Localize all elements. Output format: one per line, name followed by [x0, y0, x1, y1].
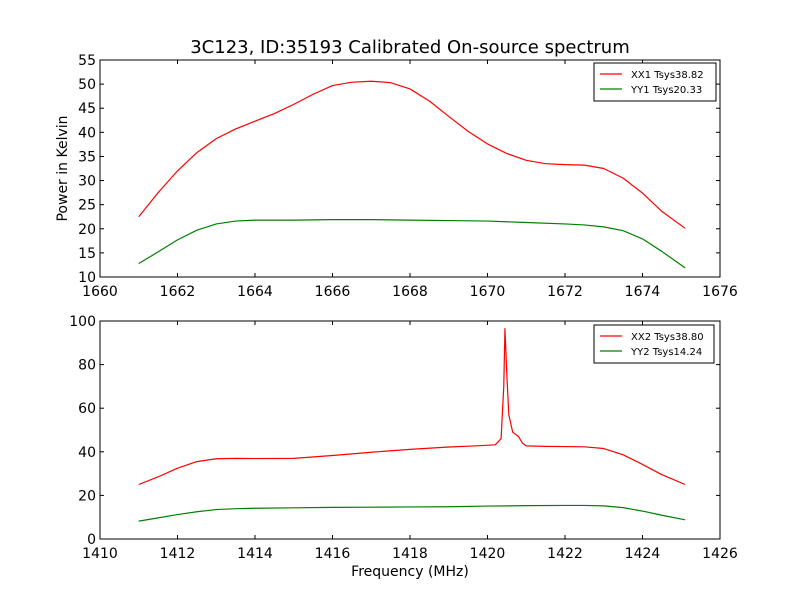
- x-tick-label: 1420: [470, 546, 506, 562]
- y-tick-label: 0: [87, 532, 96, 548]
- y-axis-label: Power in Kelvin: [55, 115, 71, 221]
- x-tick-label: 1416: [315, 546, 351, 562]
- legend: XX2 Tsys38.80 YY2 Tsys14.24: [593, 324, 715, 364]
- y-tick-label: 40: [78, 445, 96, 461]
- legend-label: XX2 Tsys38.80: [631, 332, 704, 343]
- top-panel: 1660 1662 1664 1666 1668 1670 1672 1674 1676 10 15…: [55, 53, 738, 300]
- y-tick-label: 100: [69, 314, 96, 330]
- y-tick-label: 60: [78, 401, 96, 417]
- x-tick-label: 1660: [82, 284, 118, 300]
- legend: XX1 Tsys38.82 YY1 Tsys20.33: [593, 62, 717, 102]
- x-tick-label: 1664: [237, 284, 273, 300]
- y-tick-label: 40: [78, 125, 96, 141]
- x-tick-label: 1662: [160, 284, 196, 300]
- series-line-yy: [138, 219, 686, 269]
- x-tick-label: 1412: [160, 546, 196, 562]
- y-tick-label: 45: [78, 101, 96, 117]
- y-tick-label: 55: [78, 53, 96, 69]
- series-line-xx: [138, 328, 686, 486]
- y-tick-label: 20: [78, 222, 96, 238]
- y-tick-label: 25: [78, 198, 96, 214]
- x-tick-label: 1676: [702, 284, 738, 300]
- y-tick-label: 80: [78, 358, 96, 374]
- y-tick-label: 20: [78, 488, 96, 504]
- x-tick-label: 1668: [392, 284, 428, 300]
- x-tick-label: 1410: [82, 546, 118, 562]
- chart-title: 3C123, ID:35193 Calibrated On-source spe…: [190, 37, 630, 58]
- legend-label: YY1 Tsys20.33: [630, 85, 702, 96]
- x-tick-label: 1414: [237, 546, 273, 562]
- legend-box: [593, 62, 717, 102]
- x-axis-label: Frequency (MHz): [351, 564, 469, 580]
- series-line-xx: [138, 80, 686, 229]
- legend-label: XX1 Tsys38.82: [631, 70, 704, 81]
- bottom-panel: 1410 1412 1414 1416 1418 1420 1422 1424 1426 0 20 4…: [69, 314, 738, 580]
- y-tick-label: 50: [78, 77, 96, 93]
- x-tick-label: 1426: [702, 546, 738, 562]
- x-tick-label: 1670: [470, 284, 506, 300]
- x-tick-label: 1672: [547, 284, 583, 300]
- y-tick-label: 15: [78, 246, 96, 262]
- legend-label: YY2 Tsys14.24: [630, 347, 702, 358]
- legend-box: [593, 324, 715, 364]
- x-tick-label: 1422: [547, 546, 583, 562]
- series-line-yy: [138, 504, 686, 522]
- y-tick-label: 10: [78, 270, 96, 286]
- y-tick-label: 30: [78, 174, 96, 190]
- x-tick-label: 1666: [315, 284, 351, 300]
- y-tick-label: 35: [78, 149, 96, 165]
- x-tick-label: 1418: [392, 546, 428, 562]
- x-tick-label: 1674: [625, 284, 661, 300]
- x-tick-label: 1424: [625, 546, 661, 562]
